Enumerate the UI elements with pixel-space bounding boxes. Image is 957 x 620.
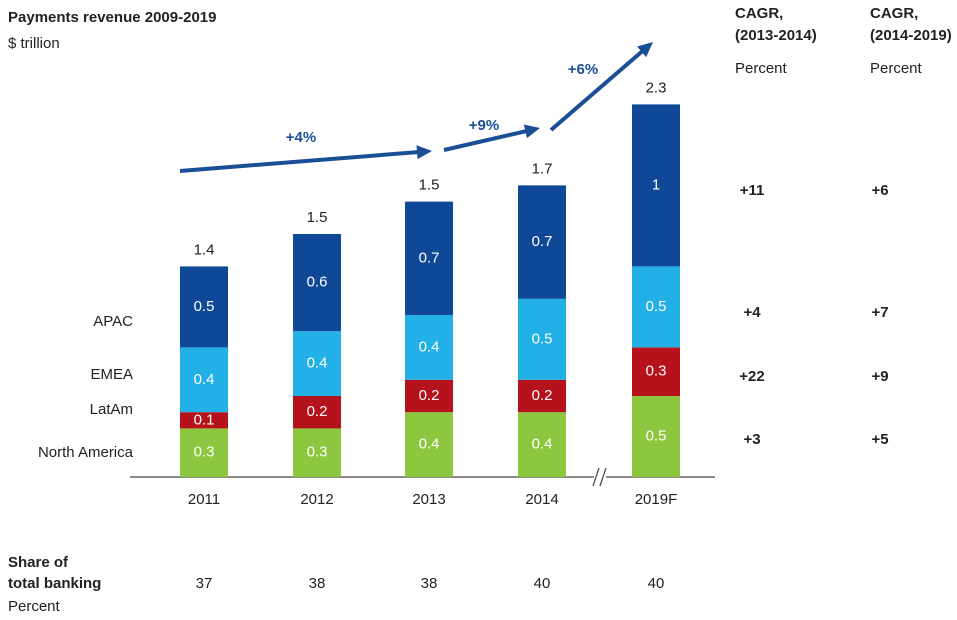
bar-segment <box>405 379 453 413</box>
total-label: 1.7 <box>532 160 553 177</box>
cagr-value: +7 <box>871 304 888 321</box>
cagr-unit: Percent <box>735 60 788 77</box>
cagr-value: +5 <box>871 431 888 448</box>
bar-segment <box>405 412 453 477</box>
arrow-head <box>637 42 653 58</box>
x-tick-label: 2011 <box>188 491 220 508</box>
value-label: 0.5 <box>532 330 553 347</box>
bar-segment <box>518 412 566 477</box>
axis-break <box>592 467 607 487</box>
value-label: 0.7 <box>419 249 440 266</box>
cagr-value: +9 <box>871 368 888 385</box>
total-label: 2.3 <box>646 79 667 96</box>
bar-segment <box>518 185 566 299</box>
bar-segment <box>180 412 228 429</box>
share-title: total banking <box>8 575 101 592</box>
bar-segment <box>293 331 341 396</box>
bar-segment <box>293 234 341 332</box>
share-unit: Percent <box>8 598 61 615</box>
share-value: 38 <box>421 575 438 592</box>
cagr-value: +11 <box>740 182 765 199</box>
growth-arrow <box>549 47 647 132</box>
x-tick-label: 2012 <box>300 491 333 508</box>
share-value: 38 <box>309 575 326 592</box>
growth-label: +6% <box>568 61 598 78</box>
value-label: 1 <box>652 176 660 193</box>
value-label: 0.1 <box>194 411 215 428</box>
total-label: 1.4 <box>194 241 215 258</box>
chart-title: Payments revenue 2009-2019 <box>8 9 216 26</box>
growth-arrow <box>443 128 531 152</box>
arrow-head <box>523 124 540 139</box>
bar-segment <box>632 266 680 348</box>
value-label: 0.4 <box>194 371 215 388</box>
cagr-value: +22 <box>739 368 764 385</box>
legend-label: APAC <box>93 313 133 330</box>
bar-segment <box>180 266 228 348</box>
value-label: 0.5 <box>646 298 667 315</box>
growth-label: +4% <box>286 129 316 146</box>
value-label: 0.2 <box>532 387 553 404</box>
x-tick-label: 2019F <box>635 491 678 508</box>
share-value: 40 <box>648 575 665 592</box>
value-label: 0.4 <box>307 355 328 372</box>
bar-segment <box>518 298 566 380</box>
value-label: 0.4 <box>419 338 440 355</box>
value-label: 0.6 <box>307 274 328 291</box>
bar-segment <box>632 347 680 396</box>
bar-segment <box>405 315 453 380</box>
x-tick-label: 2013 <box>412 491 445 508</box>
share-value: 40 <box>534 575 551 592</box>
bar-segment <box>632 396 680 477</box>
value-label: 0.4 <box>532 436 553 453</box>
arrow-head <box>416 145 432 160</box>
value-label: 0.2 <box>419 387 440 404</box>
cagr-value: +3 <box>743 431 760 448</box>
growth-arrow <box>179 149 423 173</box>
value-label: 0.4 <box>419 436 440 453</box>
bar-segment <box>180 428 228 477</box>
legend-label: LatAm <box>90 401 133 418</box>
value-label: 0.5 <box>646 427 667 444</box>
value-label: 0.5 <box>194 298 215 315</box>
legend-label: North America <box>38 444 134 461</box>
bar-segment <box>518 379 566 413</box>
cagr-value: +4 <box>743 304 761 321</box>
legend-label: EMEA <box>90 366 133 383</box>
total-label: 1.5 <box>307 209 328 226</box>
total-label: 1.5 <box>419 177 440 194</box>
cagr-header: (2013-2014) <box>735 27 817 44</box>
value-label: 0.3 <box>307 444 328 461</box>
cagr-header: CAGR, <box>870 5 918 22</box>
chart-subtitle: $ trillion <box>8 35 60 52</box>
x-tick-label: 2014 <box>525 491 558 508</box>
bar-segment <box>632 104 680 267</box>
cagr-unit: Percent <box>870 60 923 77</box>
cagr-header: CAGR, <box>735 5 783 22</box>
bar-segment <box>180 347 228 413</box>
share-value: 37 <box>196 575 213 592</box>
cagr-header: (2014-2019) <box>870 27 952 44</box>
growth-label: +9% <box>469 117 499 134</box>
value-label: 0.3 <box>194 444 215 461</box>
share-title: Share of <box>8 554 69 571</box>
bar-segment <box>405 201 453 315</box>
bar-segment <box>293 396 341 429</box>
cagr-value: +6 <box>871 182 888 199</box>
value-label: 0.2 <box>307 403 328 420</box>
bar-segment <box>293 428 341 477</box>
value-label: 0.7 <box>532 233 553 250</box>
value-label: 0.3 <box>646 363 667 380</box>
